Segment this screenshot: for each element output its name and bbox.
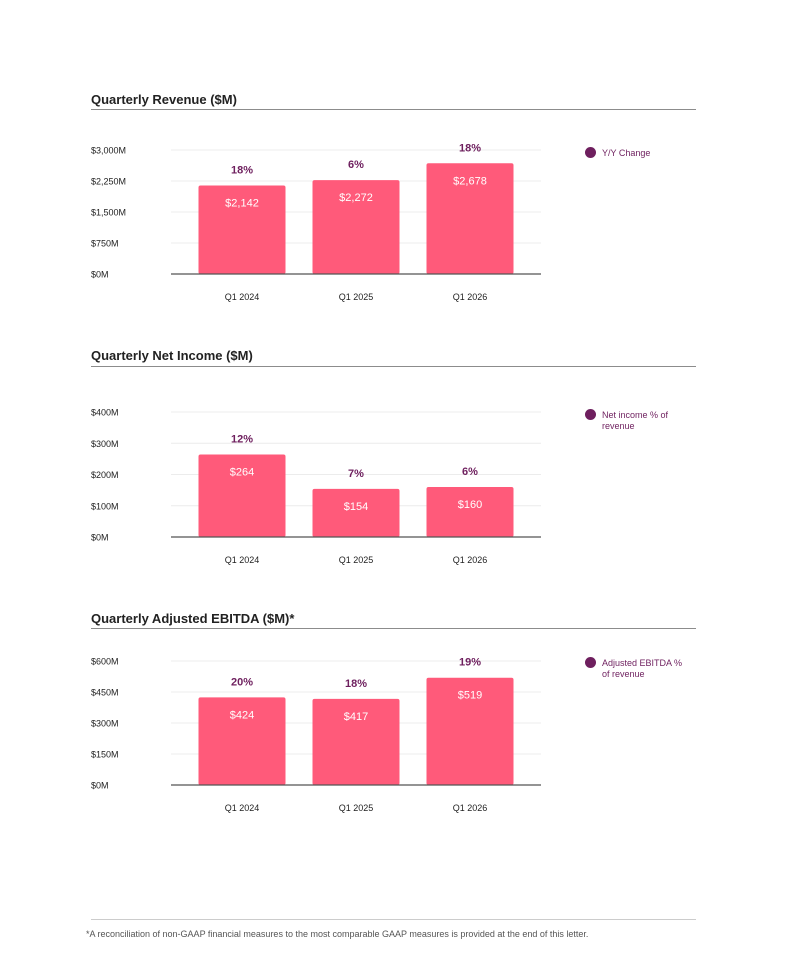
bar-value-label: $2,142 xyxy=(225,197,259,209)
bar-value-label: $154 xyxy=(344,501,368,513)
legend-dot-icon xyxy=(585,657,596,668)
bar-value-label: $2,678 xyxy=(453,175,487,187)
ebitda-legend: Adjusted EBITDA % of revenue xyxy=(585,657,692,680)
y-tick-label: $300M xyxy=(91,439,119,449)
bar-value-label: $417 xyxy=(344,711,368,723)
x-tick-label: Q1 2024 xyxy=(225,292,260,302)
revenue-title-rule xyxy=(91,109,696,110)
net-income-legend: Net income % of revenue xyxy=(585,409,692,432)
y-tick-label: $400M xyxy=(91,408,119,418)
bar xyxy=(312,180,400,274)
ebitda-title-rule xyxy=(91,628,696,629)
y-tick-label: $750M xyxy=(91,239,119,249)
y-tick-label: $150M xyxy=(91,750,119,760)
y-tick-label: $450M xyxy=(91,688,119,698)
y-tick-label: $0M xyxy=(91,270,109,280)
x-tick-label: Q1 2026 xyxy=(453,803,488,813)
bar-value-label: $424 xyxy=(230,709,254,721)
x-tick-label: Q1 2025 xyxy=(339,292,374,302)
revenue-legend-label: Y/Y Change xyxy=(602,148,651,158)
net-income-title-rule xyxy=(91,366,696,367)
bar-value-label: $2,272 xyxy=(339,192,373,204)
pct-change-label: 18% xyxy=(345,678,367,690)
bar xyxy=(312,698,400,785)
bar xyxy=(426,677,514,785)
x-tick-label: Q1 2026 xyxy=(453,292,488,302)
legend-dot-icon xyxy=(585,147,596,158)
revenue-legend: Y/Y Change xyxy=(585,147,692,159)
y-tick-label: $600M xyxy=(91,657,119,667)
x-tick-label: Q1 2025 xyxy=(339,555,374,565)
y-tick-label: $0M xyxy=(91,533,109,543)
y-tick-label: $100M xyxy=(91,501,119,511)
x-tick-label: Q1 2024 xyxy=(225,803,260,813)
y-tick-label: $300M xyxy=(91,719,119,729)
bar xyxy=(426,163,514,274)
bar-value-label: $264 xyxy=(230,467,254,479)
bar xyxy=(198,697,286,785)
net-income-chart-title: Quarterly Net Income ($M) xyxy=(91,348,253,363)
ebitda-legend-label: Adjusted EBITDA % of revenue xyxy=(602,658,683,679)
pct-change-label: 18% xyxy=(459,142,481,154)
pct-change-label: 20% xyxy=(231,676,253,688)
x-tick-label: Q1 2026 xyxy=(453,555,488,565)
bar-value-label: $160 xyxy=(458,499,482,511)
pct-change-label: 7% xyxy=(348,468,364,480)
bar xyxy=(198,454,286,537)
pct-change-label: 19% xyxy=(459,657,481,669)
y-tick-label: $0M xyxy=(91,781,109,791)
revenue-chart-title: Quarterly Revenue ($M) xyxy=(91,92,237,107)
pct-change-label: 6% xyxy=(462,466,478,478)
bar xyxy=(426,487,514,537)
y-tick-label: $3,000M xyxy=(91,146,126,156)
bar xyxy=(312,488,400,537)
pct-change-label: 18% xyxy=(231,164,253,176)
y-tick-label: $2,250M xyxy=(91,177,126,187)
footnote: *A reconciliation of non-GAAP financial … xyxy=(86,929,589,939)
net-income-legend-label: Net income % of revenue xyxy=(602,410,669,431)
x-tick-label: Q1 2025 xyxy=(339,803,374,813)
ebitda-chart-title: Quarterly Adjusted EBITDA ($M)* xyxy=(91,611,295,626)
x-tick-label: Q1 2024 xyxy=(225,555,260,565)
pct-change-label: 12% xyxy=(231,434,253,446)
legend-dot-icon xyxy=(585,409,596,420)
bar xyxy=(198,185,286,274)
y-tick-label: $200M xyxy=(91,470,119,480)
y-tick-label: $1,500M xyxy=(91,208,126,218)
footnote-rule xyxy=(91,919,696,920)
pct-change-label: 6% xyxy=(348,159,364,171)
bar-value-label: $519 xyxy=(458,690,482,702)
